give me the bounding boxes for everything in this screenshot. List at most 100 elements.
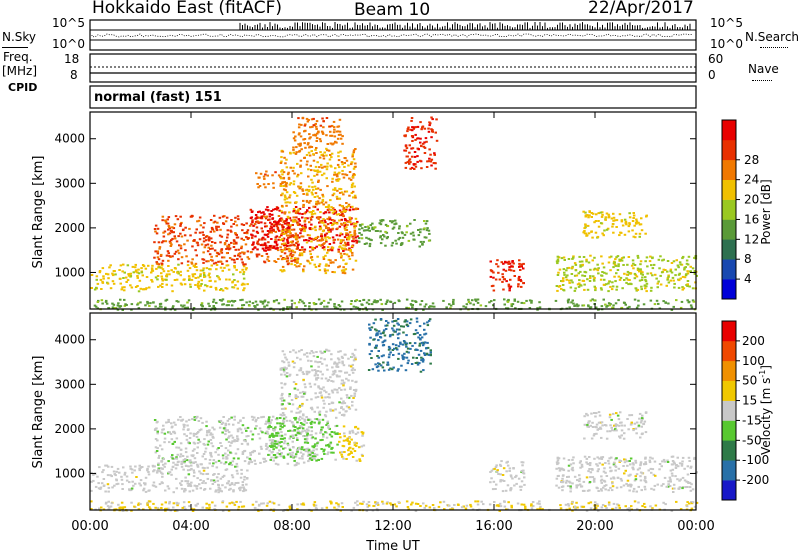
- data-cell: [175, 457, 179, 460]
- data-cell: [286, 263, 290, 266]
- data-cell: [299, 185, 303, 188]
- data-cell: [312, 351, 315, 354]
- data-cell: [605, 475, 609, 477]
- data-cell: [156, 252, 160, 255]
- data-cell: [628, 223, 631, 226]
- data-cell: [213, 504, 217, 507]
- data-cell: [269, 227, 272, 230]
- data-cell: [320, 233, 323, 236]
- data-cell: [639, 462, 643, 465]
- data-cell: [208, 458, 212, 461]
- data-cell: [298, 457, 301, 460]
- data-cell: [342, 210, 345, 213]
- cpid-strip-frame: [89, 85, 697, 109]
- data-cell: [316, 235, 320, 238]
- data-cell: [411, 147, 415, 150]
- data-cell: [576, 484, 580, 487]
- data-cell: [125, 281, 128, 283]
- data-cell: [509, 269, 513, 272]
- data-cell: [600, 421, 604, 424]
- data-cell: [342, 244, 345, 247]
- data-cell: [147, 489, 150, 492]
- data-cell: [361, 434, 364, 437]
- data-cell: [179, 453, 183, 456]
- data-cell: [278, 453, 282, 456]
- data-cell: [183, 234, 187, 237]
- data-cell: [253, 223, 257, 226]
- data-cell: [317, 298, 321, 301]
- data-cell: [289, 182, 293, 185]
- data-cell: [411, 129, 414, 132]
- data-cell: [190, 454, 193, 457]
- data-cell: [339, 242, 342, 245]
- data-cell: [217, 276, 220, 279]
- data-cell: [304, 146, 307, 149]
- data-cell: [562, 277, 565, 280]
- data-cell: [566, 274, 569, 277]
- data-cell: [342, 206, 346, 209]
- data-cell: [615, 486, 619, 489]
- data-cell: [192, 307, 196, 309]
- data-cell: [200, 279, 203, 282]
- data-cell: [645, 285, 648, 288]
- data-cell: [227, 245, 231, 248]
- data-cell: [590, 212, 594, 214]
- data-cell: [243, 475, 246, 478]
- data-cell: [163, 432, 167, 435]
- data-cell: [318, 269, 322, 272]
- data-cell: [618, 506, 621, 509]
- data-cell: [290, 241, 294, 244]
- data-cell: [191, 449, 195, 452]
- data-cell: [445, 306, 448, 309]
- data-cell: [489, 275, 493, 278]
- data-cell: [355, 299, 358, 302]
- data-cell: [401, 343, 405, 346]
- data-cell: [631, 229, 634, 232]
- data-cell: [168, 273, 171, 276]
- data-cell: [199, 273, 202, 276]
- data-cell: [314, 192, 318, 195]
- data-cell: [215, 466, 219, 469]
- data-cell: [225, 455, 228, 458]
- data-cell: [332, 380, 335, 383]
- data-cell: [276, 463, 280, 466]
- data-cell: [627, 474, 630, 477]
- data-cell: [316, 355, 319, 358]
- data-cell: [509, 278, 512, 281]
- data-cell: [358, 459, 362, 462]
- data-cell: [496, 265, 500, 268]
- data-cell: [280, 434, 284, 437]
- data-cell: [420, 128, 423, 131]
- data-cell: [156, 447, 159, 450]
- data-cell: [409, 232, 413, 235]
- data-cell: [325, 177, 328, 180]
- data-cell: [632, 262, 635, 265]
- data-cell: [164, 220, 168, 223]
- data-cell: [317, 265, 321, 268]
- data-cell: [335, 362, 338, 365]
- data-cell: [228, 247, 232, 250]
- data-cell: [156, 227, 160, 230]
- data-cell: [350, 184, 354, 186]
- data-cell: [318, 156, 322, 159]
- data-cell: [404, 145, 408, 148]
- data-cell: [625, 482, 628, 485]
- data-cell: [397, 345, 401, 348]
- data-cell: [218, 299, 222, 301]
- data-cell: [139, 301, 142, 304]
- data-cell: [281, 270, 284, 273]
- data-cell: [320, 174, 324, 177]
- data-cell: [213, 249, 217, 252]
- data-cell: [351, 379, 354, 382]
- data-cell: [284, 232, 288, 235]
- data-cell: [287, 247, 290, 250]
- data-cell: [313, 185, 317, 188]
- data-cell: [594, 289, 597, 292]
- data-cell: [239, 428, 243, 431]
- data-cell: [368, 353, 372, 356]
- data-cell: [214, 490, 217, 493]
- data-cell: [339, 451, 342, 454]
- data-cell: [328, 433, 332, 436]
- data-cell: [512, 467, 515, 470]
